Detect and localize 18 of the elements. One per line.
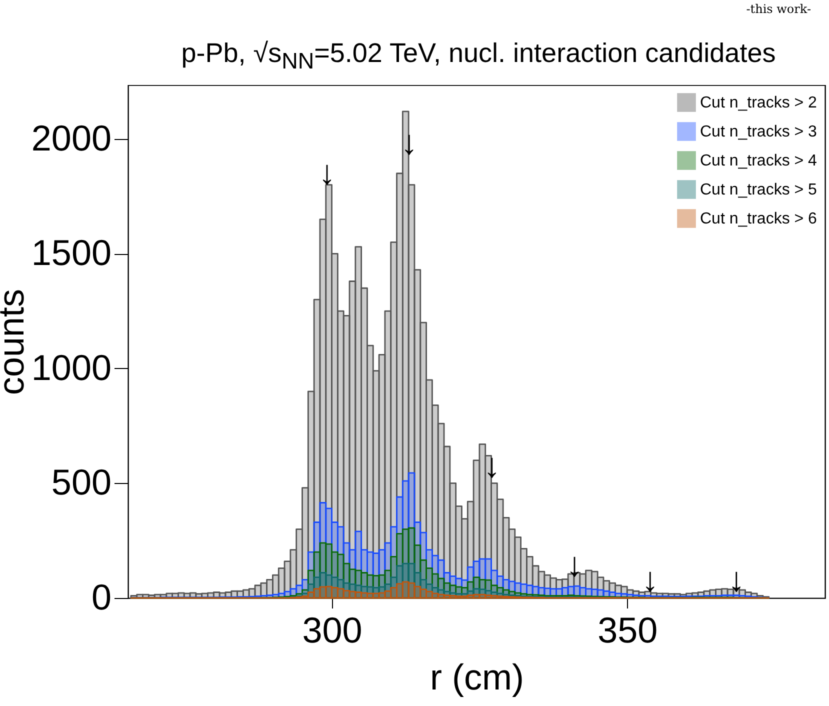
- chart-title: p-Pb, √s$_{NN}$=5.02 TeV, nucl. interaction candidates: [180, 38, 777, 74]
- legend-label: Cut n_tracks > 5: [700, 182, 818, 198]
- y-tick-label: 500: [51, 462, 112, 503]
- y-tick-label: 0: [91, 576, 112, 618]
- y-tick-label: 1000: [31, 346, 112, 388]
- x-tick-label: 350: [598, 610, 658, 650]
- y-tick-label: 1500: [31, 232, 112, 274]
- x-tick-label: 300: [302, 610, 362, 650]
- annotation: ↓: [642, 561, 659, 600]
- legend-label: Cut n_tracks > 3: [700, 124, 818, 140]
- x-axis-title: r (cm): [430, 656, 524, 698]
- text: -this work-: [746, 2, 811, 16]
- y-axis-title: counts: [0, 288, 32, 396]
- annotation: ↓: [318, 154, 336, 192]
- legend-label: Cut n_tracks > 2: [700, 94, 818, 112]
- legend-label: Cut n_tracks > 4: [700, 152, 818, 170]
- legend-label: Cut n_tracks > 6: [700, 210, 818, 228]
- y-tick-label: 2000: [31, 117, 112, 158]
